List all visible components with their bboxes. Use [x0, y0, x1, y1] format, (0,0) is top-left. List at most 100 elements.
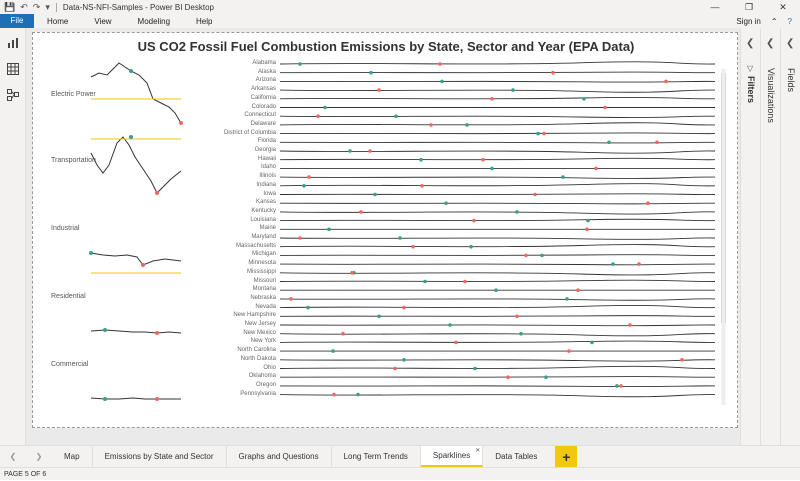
max-marker	[398, 236, 402, 240]
restore-icon[interactable]: ❐	[744, 2, 754, 12]
min-marker	[438, 62, 442, 66]
state-label: North Dakota	[240, 355, 276, 362]
state-label: New York	[250, 338, 276, 345]
menu-item-view[interactable]: View	[94, 16, 112, 26]
max-marker	[582, 97, 586, 101]
max-marker	[590, 340, 594, 345]
next-page-icon[interactable]: ❯	[35, 452, 43, 461]
tab-graphs-and-questions[interactable]: Graphs and Questions	[227, 446, 332, 467]
file-menu[interactable]: File	[0, 14, 34, 28]
customize-icon[interactable]: ▾	[45, 1, 50, 12]
sector-label: Residential	[51, 293, 86, 300]
min-marker	[542, 131, 546, 136]
tab-map[interactable]: Map	[52, 446, 93, 467]
tab-long-term-trends[interactable]: Long Term Trends	[332, 446, 421, 467]
sector-sparkline	[90, 329, 182, 334]
min-marker	[664, 79, 668, 84]
tab-emissions-by-state-and-sector[interactable]: Emissions by State and Sector	[93, 446, 227, 467]
max-marker	[515, 210, 519, 214]
state-label: Ohio	[263, 364, 276, 371]
min-marker	[368, 149, 372, 153]
minimize-icon[interactable]: —	[710, 2, 720, 12]
min-marker	[141, 263, 145, 267]
fields-pane-collapsed[interactable]: ❮ Fields	[781, 28, 800, 445]
state-label: Hawaii	[257, 155, 276, 162]
chevron-left-icon[interactable]: ❮	[786, 38, 795, 49]
close-tab-icon[interactable]: ✕	[475, 448, 481, 454]
visualizations-label: Visualizations	[766, 68, 776, 123]
sign-in-link[interactable]: Sign in	[736, 16, 761, 26]
help-icon[interactable]: ?	[787, 16, 792, 26]
state-label: Indiana	[256, 181, 276, 188]
tab-data-tables[interactable]: Data Tables	[495, 452, 538, 461]
min-marker	[411, 244, 415, 249]
state-label: Arizona	[255, 77, 276, 84]
max-marker	[561, 175, 565, 179]
state-label: New Hampshire	[233, 312, 276, 319]
sector-label: Transportation	[51, 157, 96, 164]
visualizations-pane-collapsed[interactable]: ❮ Visualizations	[761, 28, 781, 445]
fields-label: Fields	[786, 68, 796, 93]
chevron-left-icon[interactable]: ❮	[766, 38, 775, 49]
state-label: Oregon	[255, 381, 276, 388]
chevron-left-icon[interactable]: ❮	[746, 38, 755, 49]
state-sparkline	[279, 376, 716, 378]
sparklines-visual[interactable]	[33, 33, 739, 429]
max-marker	[494, 288, 498, 292]
min-marker	[155, 191, 159, 195]
sector-label: Commercial	[51, 361, 89, 368]
max-marker	[103, 328, 107, 332]
min-marker	[603, 105, 607, 110]
menu-item-modeling[interactable]: Modeling	[137, 16, 171, 26]
report-view-icon[interactable]	[0, 30, 26, 56]
sector-sparkline	[90, 252, 182, 266]
add-page-button[interactable]: +	[555, 446, 578, 468]
state-label: Mississippi	[246, 268, 276, 275]
menu-right: Sign in ⌃ ?	[736, 17, 792, 26]
min-marker	[359, 210, 363, 214]
divider	[55, 2, 57, 12]
redo-icon[interactable]: ↷	[32, 1, 41, 12]
state-label: Minnesota	[248, 260, 276, 267]
report-canvas-area: US CO2 Fossil Fuel Combustion Emissions …	[26, 28, 740, 445]
state-sparkline	[279, 122, 716, 126]
data-view-icon[interactable]	[0, 56, 26, 82]
min-marker	[506, 375, 510, 380]
min-marker	[472, 218, 476, 223]
tab-sparklines-label: Sparklines	[432, 451, 471, 460]
min-marker	[316, 114, 320, 118]
state-label: Georgia	[254, 147, 276, 153]
undo-icon[interactable]: ↶	[20, 1, 28, 12]
menu-item-home[interactable]: Home	[47, 16, 69, 26]
state-sparkline	[279, 71, 716, 74]
sector-label: Electric Power	[51, 91, 96, 98]
max-marker	[511, 88, 515, 92]
max-marker	[394, 114, 398, 118]
max-marker	[402, 358, 406, 362]
state-sparkline	[279, 244, 716, 248]
state-sparkline	[279, 89, 716, 93]
min-marker	[454, 340, 458, 345]
prev-page-icon[interactable]: ❮	[9, 452, 17, 461]
min-marker	[332, 392, 336, 397]
model-view-icon[interactable]	[0, 82, 26, 108]
state-sparkline	[279, 315, 716, 317]
state-label: North Carolina	[237, 347, 276, 354]
state-label: Kentucky	[251, 207, 276, 214]
save-icon[interactable]: 💾	[4, 1, 16, 12]
max-marker	[586, 218, 590, 223]
state-sparkline	[279, 176, 716, 179]
state-sparkline	[279, 61, 716, 65]
close-icon[interactable]: ✕	[779, 2, 787, 12]
tab-sparklines[interactable]: Sparklines ✕	[420, 446, 484, 467]
window-controls: — ❐ ✕	[698, 0, 800, 14]
menu-item-help[interactable]: Help	[196, 16, 213, 26]
min-marker	[463, 279, 467, 284]
state-sparkline	[279, 80, 716, 83]
filters-pane-collapsed[interactable]: ❮ ▽ Filters	[741, 28, 761, 445]
collapse-ribbon-icon[interactable]: ⌃	[770, 16, 778, 26]
state-label: California	[250, 94, 276, 101]
state-label: Alaska	[257, 68, 276, 75]
quick-access-toolbar: 💾 ↶ ↷ ▾	[4, 2, 50, 13]
min-marker	[429, 123, 433, 127]
